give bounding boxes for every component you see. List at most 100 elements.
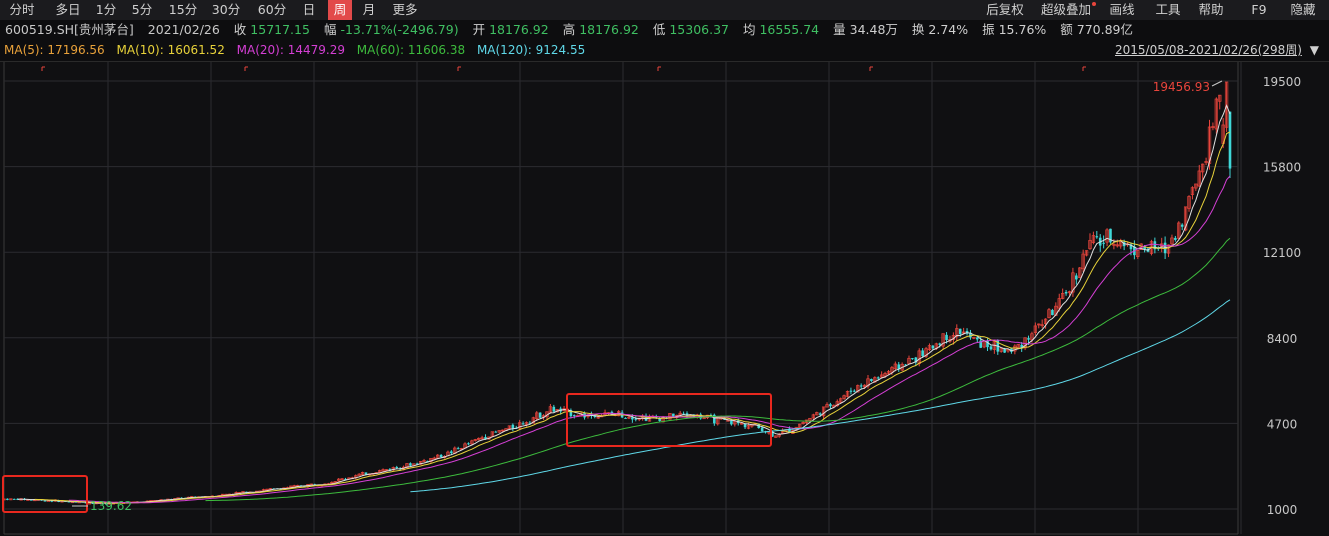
toolbar-right-0[interactable]: 后复权 bbox=[986, 2, 1024, 17]
avg-value: 16555.74 bbox=[759, 22, 820, 37]
candle-body bbox=[1174, 237, 1177, 240]
high-label: 高 bbox=[562, 22, 576, 37]
candle-body bbox=[1115, 244, 1119, 247]
candle-body bbox=[931, 345, 935, 349]
tab-period-2[interactable]: 1分 bbox=[95, 2, 117, 17]
date-range-selector[interactable]: 2015/05/08-2021/02/26(298周) ▼ bbox=[1115, 40, 1319, 61]
candle-body bbox=[897, 364, 901, 370]
candle-body bbox=[1081, 253, 1085, 270]
candle-body bbox=[924, 348, 928, 357]
candle-body bbox=[1211, 126, 1215, 128]
stock-code: 600519.SH[贵州茅台] bbox=[5, 22, 134, 37]
candle-body bbox=[1204, 161, 1208, 163]
candle-body bbox=[548, 406, 553, 413]
candle-body bbox=[439, 455, 443, 458]
tab-period-4[interactable]: 15分 bbox=[168, 2, 198, 17]
avg-label: 均 bbox=[742, 22, 756, 37]
candle-body bbox=[1078, 267, 1082, 278]
candle-body bbox=[955, 328, 959, 337]
candle-body bbox=[1023, 337, 1027, 349]
candle-body bbox=[1194, 183, 1198, 189]
period-marker bbox=[244, 66, 248, 71]
tab-period-7[interactable]: 日 bbox=[302, 2, 316, 17]
candle-body bbox=[1119, 241, 1123, 247]
tab-period-1[interactable]: 多日 bbox=[55, 2, 81, 17]
candle-body bbox=[450, 451, 453, 454]
candle-body bbox=[480, 437, 484, 440]
candle-body bbox=[979, 340, 983, 348]
candle-body bbox=[886, 371, 891, 375]
candle-body bbox=[911, 358, 914, 360]
tab-period-6[interactable]: 60分 bbox=[257, 2, 287, 17]
candle-body bbox=[289, 485, 293, 488]
amount-label: 额 bbox=[1060, 22, 1073, 37]
candle-body bbox=[788, 428, 791, 433]
tab-period-3[interactable]: 5分 bbox=[131, 2, 153, 17]
candle-body bbox=[1057, 298, 1061, 309]
candle-body bbox=[938, 343, 942, 345]
toolbar-right-6[interactable]: 隐藏 bbox=[1290, 2, 1316, 17]
candle-body bbox=[415, 463, 419, 465]
candle-body bbox=[801, 422, 805, 424]
candle-body bbox=[1180, 224, 1184, 227]
period-marker bbox=[657, 66, 661, 71]
candle-body bbox=[1061, 293, 1065, 299]
toolbar-right-4[interactable]: 帮助 bbox=[1198, 2, 1224, 17]
candle-body bbox=[521, 423, 525, 425]
candle-body bbox=[845, 391, 850, 397]
y-tick-label: 1000 bbox=[1267, 503, 1298, 517]
toolbar-right-2[interactable]: 画线 bbox=[1109, 2, 1135, 17]
candle-body bbox=[904, 364, 907, 366]
candle-body bbox=[524, 422, 529, 425]
candle-body bbox=[1201, 163, 1205, 173]
highlight-box-left bbox=[2, 475, 88, 513]
candle-body bbox=[1228, 111, 1232, 169]
candle-body bbox=[1166, 244, 1171, 254]
candle-body bbox=[880, 374, 884, 378]
candle-body bbox=[422, 460, 426, 462]
tab-period-5[interactable]: 30分 bbox=[211, 2, 241, 17]
tab-period-9[interactable]: 月 bbox=[362, 2, 376, 17]
candle-body bbox=[631, 417, 634, 420]
candle-body bbox=[862, 384, 867, 388]
period-marker bbox=[41, 66, 45, 71]
candle-body bbox=[739, 422, 744, 425]
open-label: 开 bbox=[472, 22, 486, 37]
toolbar-right-1[interactable]: 超级叠加 bbox=[1040, 2, 1091, 17]
candle-body bbox=[388, 469, 392, 471]
candle-body bbox=[531, 417, 535, 424]
notification-dot bbox=[1092, 2, 1096, 6]
candle-body bbox=[1003, 348, 1006, 353]
candle-body bbox=[511, 424, 515, 429]
amp-label: 振 bbox=[982, 22, 995, 37]
candle-body bbox=[6, 498, 9, 500]
candle-body bbox=[518, 422, 522, 429]
candle-body bbox=[958, 328, 962, 335]
toolbar-right-3[interactable]: 工具 bbox=[1155, 2, 1181, 17]
candle-body bbox=[405, 463, 409, 468]
y-tick-label: 12100 bbox=[1263, 246, 1301, 260]
candle-body bbox=[395, 467, 399, 469]
candle-body bbox=[1153, 241, 1157, 250]
quote-info-bar: 600519.SH[贵州茅台] 2021/02/26 收 15717.15 幅 … bbox=[0, 20, 1329, 40]
candle-body bbox=[1207, 126, 1212, 164]
period-marker bbox=[457, 66, 461, 71]
close-value: 15717.15 bbox=[250, 22, 310, 37]
ma20-line bbox=[68, 175, 1231, 504]
ma120-line bbox=[410, 299, 1231, 493]
candle-body bbox=[733, 420, 737, 425]
candle-body bbox=[1197, 170, 1201, 187]
y-tick-label: 8400 bbox=[1267, 332, 1298, 346]
candle-body bbox=[866, 378, 870, 387]
tab-period-0[interactable]: 分时 bbox=[9, 2, 35, 17]
candle-body bbox=[538, 412, 542, 418]
toolbar-right-5[interactable]: F9 bbox=[1251, 2, 1267, 17]
candle-body bbox=[890, 367, 894, 373]
candle-body bbox=[456, 448, 460, 450]
candle-body bbox=[429, 458, 433, 462]
tab-period-10[interactable]: 更多 bbox=[392, 2, 418, 17]
tab-period-8[interactable]: 周 bbox=[328, 0, 352, 20]
candle-body bbox=[1071, 272, 1075, 293]
candle-body bbox=[876, 377, 880, 379]
